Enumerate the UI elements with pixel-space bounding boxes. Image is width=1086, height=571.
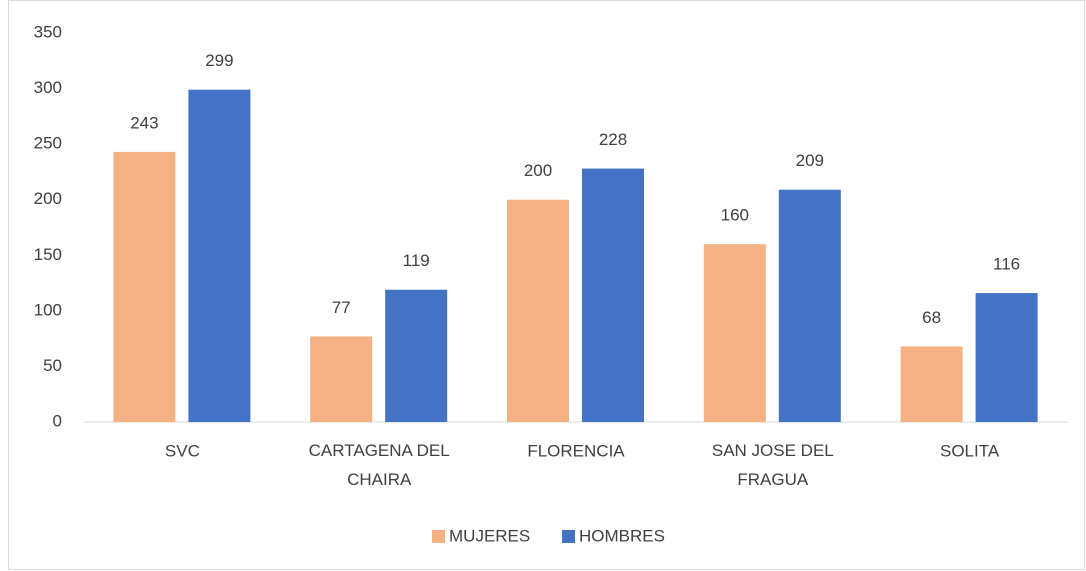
bar	[310, 336, 373, 422]
data-label: 299	[205, 51, 233, 70]
y-tick-label: 0	[53, 411, 62, 430]
y-tick-label: 200	[34, 189, 62, 208]
bar	[188, 89, 251, 422]
bar	[703, 244, 766, 422]
bar	[113, 151, 176, 422]
bar	[507, 199, 569, 422]
data-label: 119	[403, 251, 430, 270]
x-tick-label: FLORENCIA	[527, 441, 625, 460]
bar	[778, 189, 841, 422]
y-tick-label: 300	[34, 78, 62, 97]
bar	[385, 289, 448, 422]
x-tick-label: CARTAGENA DEL CHAIRA	[309, 441, 450, 489]
data-label: 160	[721, 206, 749, 225]
data-label: 200	[524, 161, 552, 180]
data-label: 116	[993, 255, 1020, 274]
x-tick-label: SVC	[165, 441, 200, 460]
data-label: 228	[599, 130, 627, 149]
bar	[900, 346, 963, 422]
x-tick-label: SAN JOSE DEL FRAGUA	[712, 441, 834, 489]
bar	[582, 168, 644, 422]
data-label: 243	[130, 113, 158, 132]
data-label: 77	[332, 298, 351, 317]
data-label: 209	[796, 151, 824, 170]
legend-swatch	[432, 530, 445, 543]
y-tick-label: 150	[34, 245, 62, 264]
y-tick-label: 250	[34, 134, 62, 153]
x-tick-label: SOLITA	[940, 441, 1000, 460]
y-tick-label: 350	[34, 22, 62, 41]
y-tick-label: 50	[43, 356, 62, 375]
bar	[975, 293, 1038, 422]
y-tick-label: 100	[34, 300, 62, 319]
legend-swatch	[562, 530, 575, 543]
data-label: 68	[922, 308, 941, 327]
legend-label: MUJERES	[449, 526, 530, 545]
legend-label: HOMBRES	[579, 526, 665, 545]
